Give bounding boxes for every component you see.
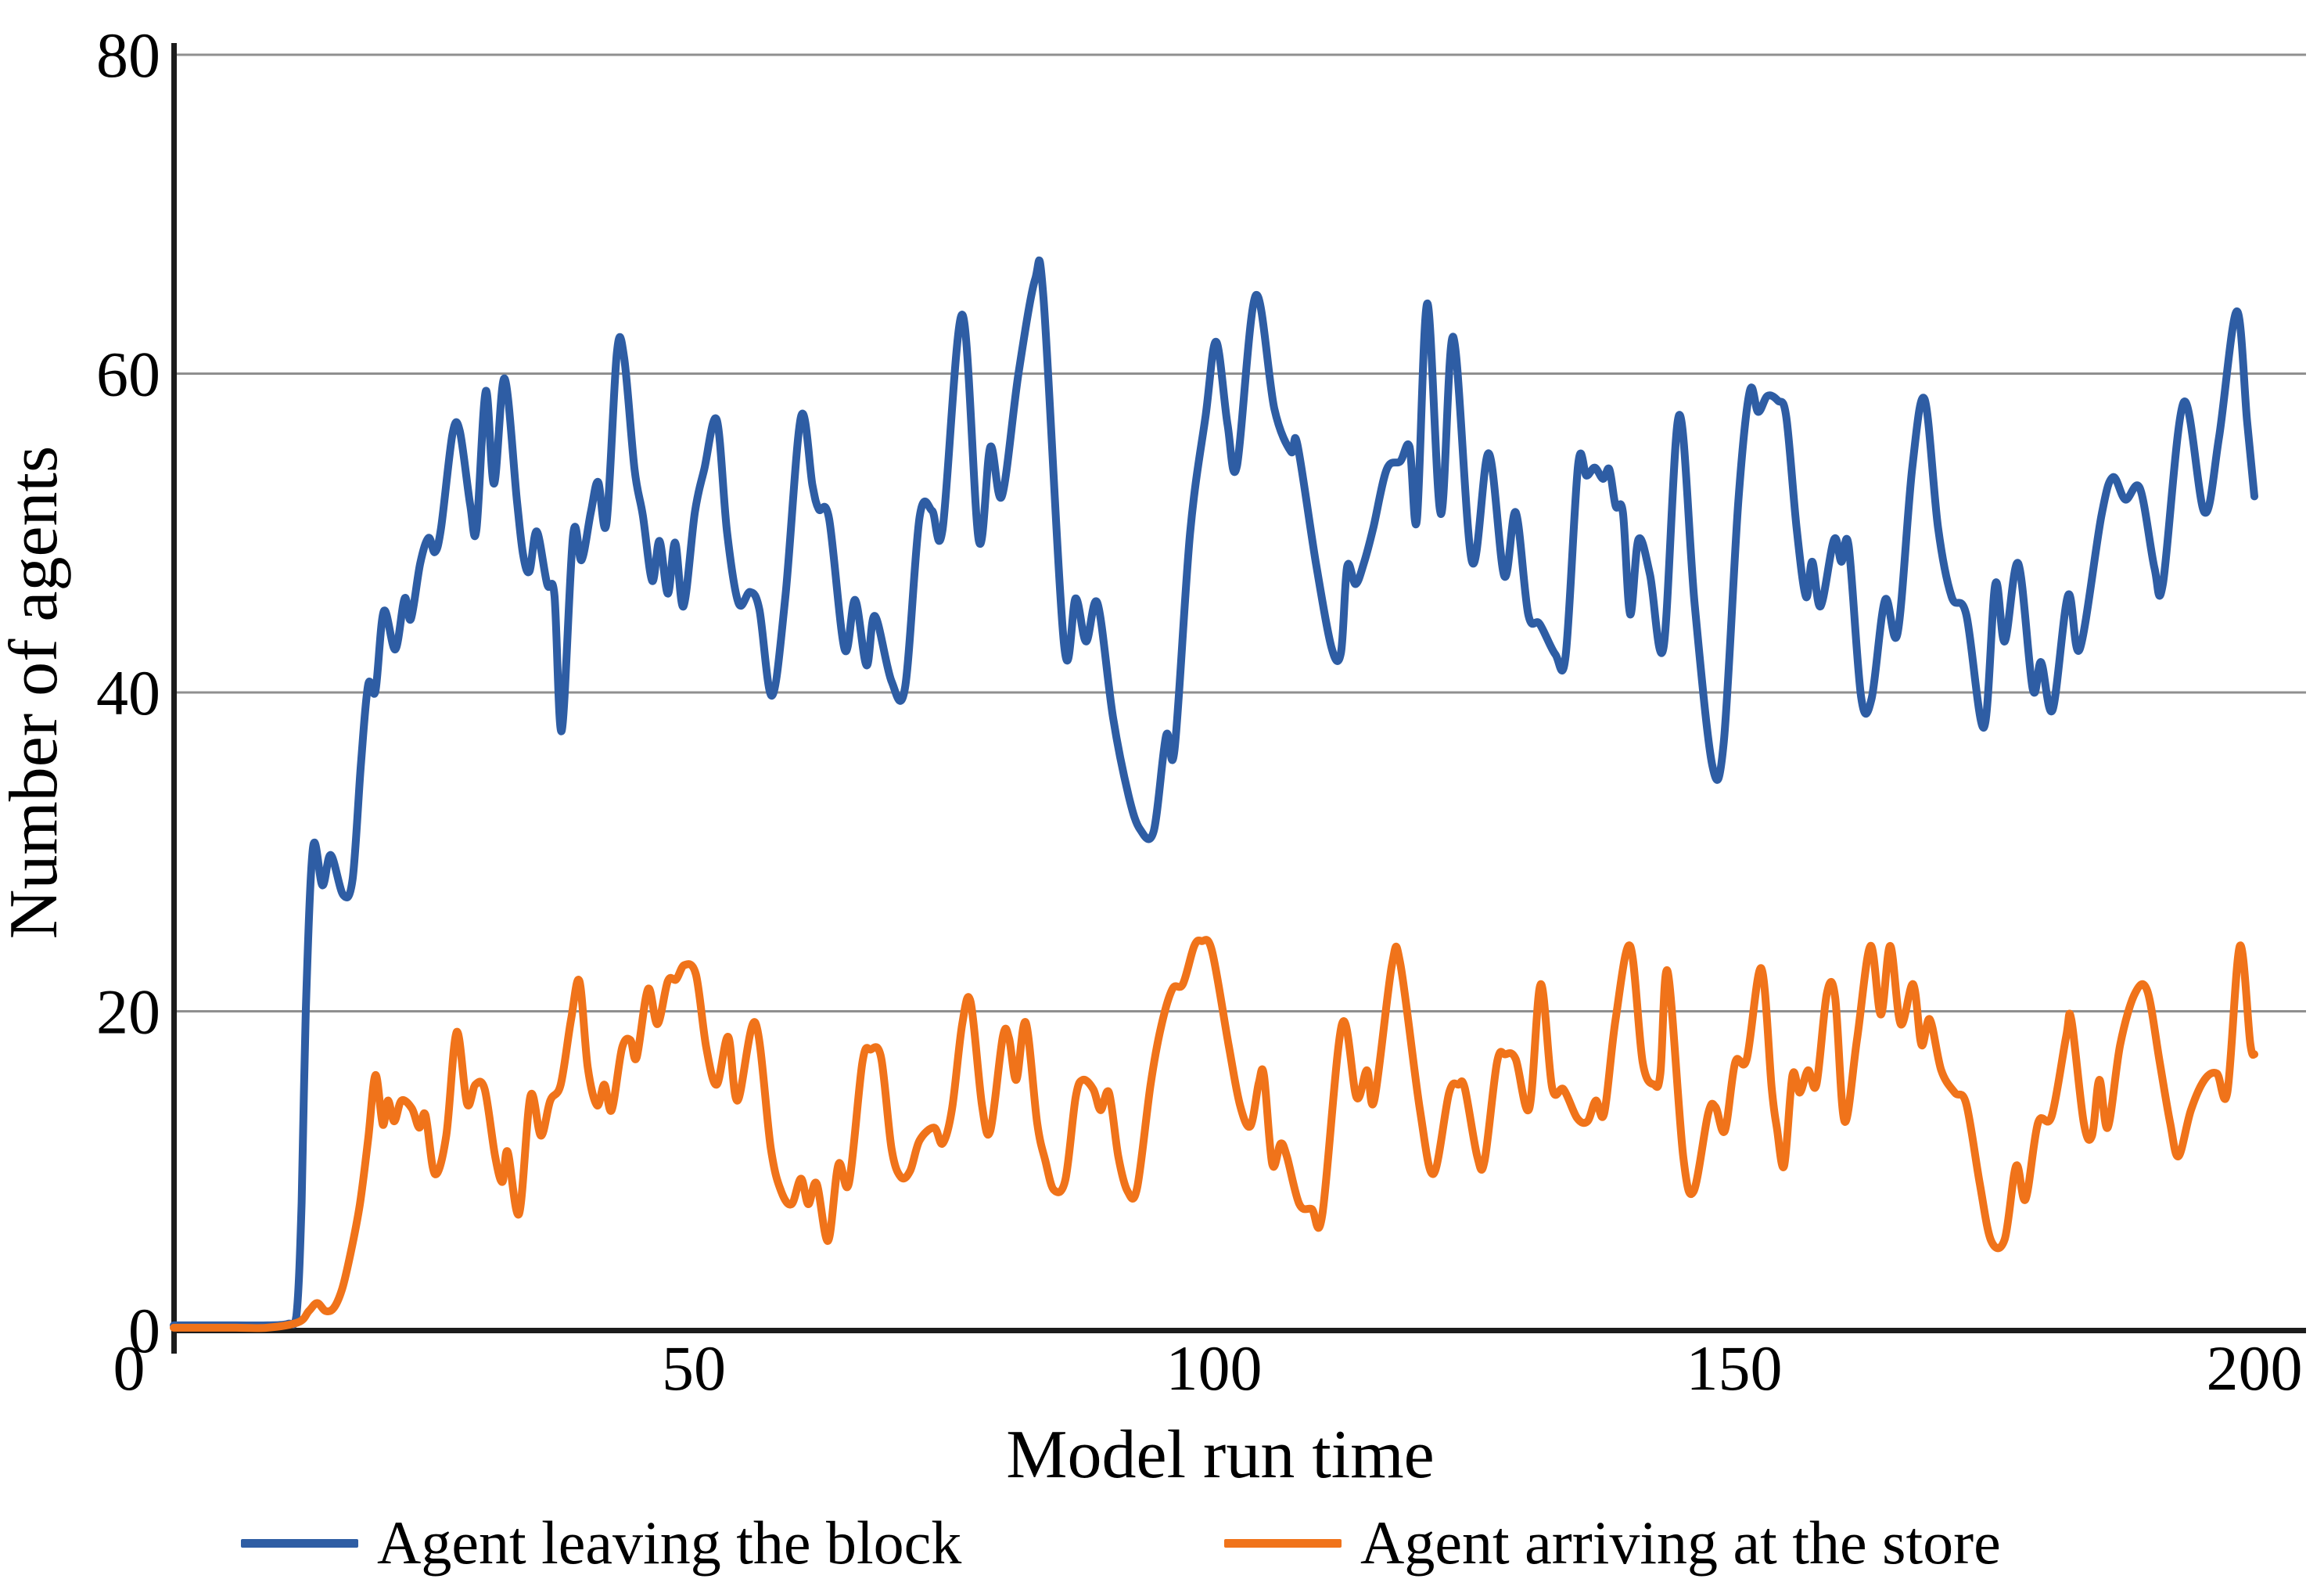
x-tick-label-0: 0 [113,1332,145,1404]
legend-swatch-orange-line [1224,1538,1342,1548]
series-line-agent-arriving-at-the-store [170,936,2258,1332]
y-tick-label-60: 60 [96,339,160,410]
series-lines [170,257,2258,1332]
y-tick-label-40: 40 [96,657,160,728]
y-axis-title: Number of agents [0,446,72,939]
x-axis-tick-labels: 0 50 100 150 200 [113,1332,2303,1404]
y-tick-label-80: 80 [96,20,160,91]
x-tick-label-200: 200 [2207,1332,2303,1404]
legend-item-agent-leaving: Agent leaving the block [241,1504,961,1582]
x-axis-line [171,1328,2306,1333]
x-axis-title: Model run time [1006,1417,1434,1493]
y-axis-tick-labels: 0 20 40 60 80 [96,20,160,1366]
legend-label: Agent arriving at the store [1360,1509,2001,1577]
gridline-20 [174,1010,2306,1012]
x-tick-label-100: 100 [1166,1332,1263,1404]
gridline-80 [174,53,2306,56]
x-tick-label-50: 50 [662,1332,726,1404]
legend: Agent leaving the block Agent arriving a… [0,1504,2324,1582]
y-tick-label-20: 20 [96,976,160,1048]
y-axis-line [171,43,177,1354]
y-tick-label-0: 0 [128,1295,160,1366]
axes [171,43,2306,1354]
gridline-40 [174,691,2306,694]
gridline-60 [174,372,2306,375]
series-line-agent-leaving-the-block [170,257,2258,1330]
x-tick-label-150: 150 [1686,1332,1783,1404]
legend-item-agent-arriving: Agent arriving at the store [1224,1504,2001,1582]
legend-swatch-blue-line [241,1538,358,1548]
gridlines [174,53,2306,1012]
legend-label: Agent leaving the block [377,1509,962,1577]
